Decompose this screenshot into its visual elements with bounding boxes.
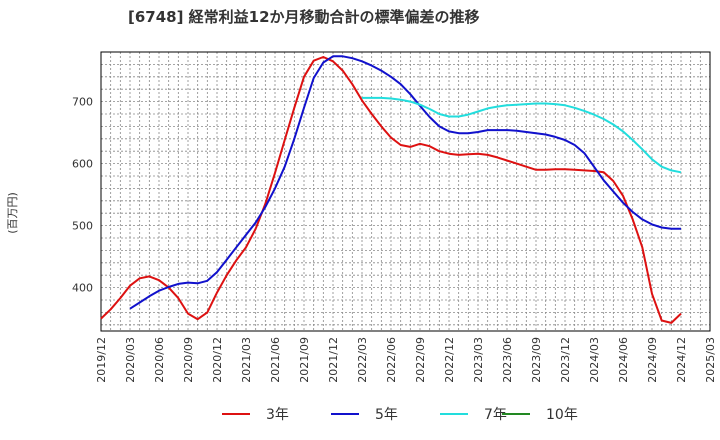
x-tick-label: 2023/12 [559,337,572,383]
legend-label-10年: 10年 [546,407,578,423]
x-tick-label: 2024/12 [675,337,688,383]
x-tick-label: 2019/12 [95,337,108,383]
x-tick-label: 2023/06 [501,337,514,383]
x-tick-label: 2020/03 [124,337,137,383]
x-tick-label: 2021/03 [240,337,253,383]
x-axis-ticks: 2019/12 2020/03 2020/06 2020/09 2020/12 2021/… [95,337,717,383]
series-line-5年 [129,55,681,310]
y-tick-label: 400 [72,282,93,295]
x-tick-label: 2021/06 [269,337,282,383]
x-tick-label: 2023/03 [472,337,485,383]
x-tick-label: 2022/09 [414,337,427,383]
series-line-7年 [362,96,682,174]
legend-label-5年: 5年 [375,407,398,423]
y-axis-label: (百万円) [6,192,19,234]
x-tick-label: 2024/03 [588,337,601,383]
legend-label-7年: 7年 [484,407,507,423]
legend: 3年 5年 7年 10年 [222,407,578,423]
y-tick-label: 700 [72,96,93,109]
x-tick-label: 2023/09 [530,337,543,383]
x-tick-label: 2021/12 [327,337,340,383]
x-tick-label: 2020/09 [182,337,195,383]
x-tick-label: 2021/09 [298,337,311,383]
y-tick-label: 500 [72,220,93,233]
series-lines [100,55,682,324]
x-tick-label: 2022/12 [443,337,456,383]
x-tick-label: 2024/06 [617,337,630,383]
chart-title: [6748] 経常利益12か月移動合計の標準偏差の推移 [128,8,480,26]
x-tick-label: 2025/03 [704,337,717,383]
y-axis-ticks: 400 500 600 700 [72,96,93,295]
x-tick-label: 2022/06 [385,337,398,383]
grid-lines [100,51,711,331]
legend-label-3年: 3年 [266,407,289,423]
x-tick-label: 2020/12 [211,337,224,383]
plot-frame [100,51,711,332]
y-tick-label: 600 [72,158,93,171]
series-line-3年 [100,56,682,324]
x-tick-label: 2020/06 [153,337,166,383]
x-tick-label: 2022/03 [356,337,369,383]
x-tick-label: 2024/09 [646,337,659,383]
